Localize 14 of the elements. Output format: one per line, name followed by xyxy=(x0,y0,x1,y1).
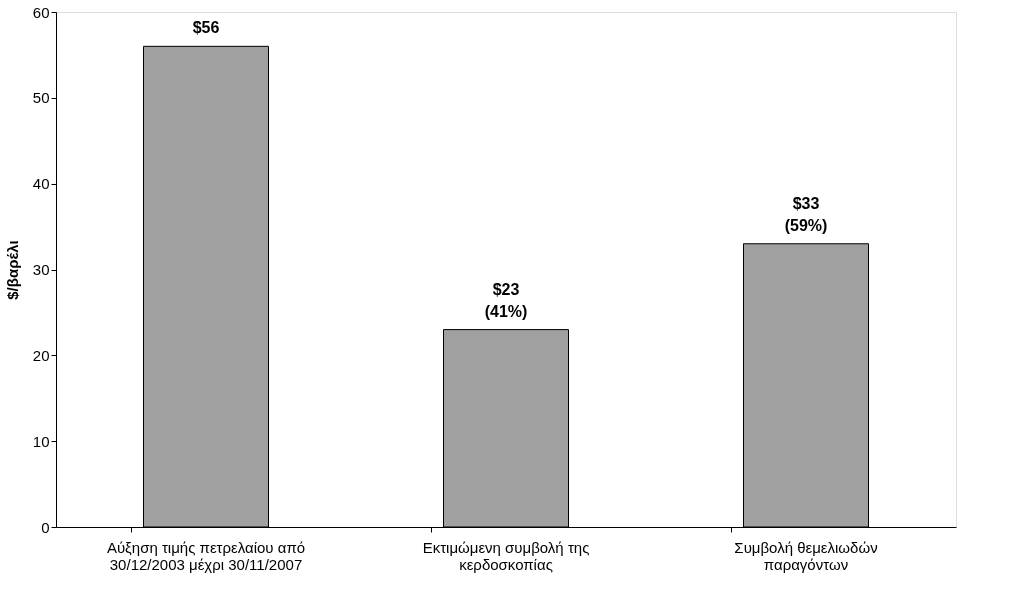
x-tick-label: Συμβολή θεμελιωδών παραγόντων xyxy=(734,538,878,573)
text: $33 (59%) xyxy=(784,194,828,234)
text: $23 (41%) xyxy=(484,280,528,320)
x-tick-label: Εκτιμώμενη συμβολή της κερδοσκοπίας xyxy=(422,538,590,573)
y-tick-label: 50 xyxy=(32,89,50,107)
y-tick-label: 10 xyxy=(32,432,50,450)
y-tick-label: 40 xyxy=(32,175,50,193)
y-tick-label: 60 xyxy=(32,3,50,21)
x-tick-label: Αύξηση τιμής πετρελαίου από 30/12/2003 μέχρι 30/11/2007 xyxy=(106,538,306,573)
y-tick-label: 30 xyxy=(32,261,50,278)
y-tick-label: 20 xyxy=(32,346,50,364)
y-tick-label: 0 xyxy=(41,518,50,536)
data-label: $56 xyxy=(192,19,220,37)
y-axis-title: $/βαρέλι xyxy=(3,240,21,300)
